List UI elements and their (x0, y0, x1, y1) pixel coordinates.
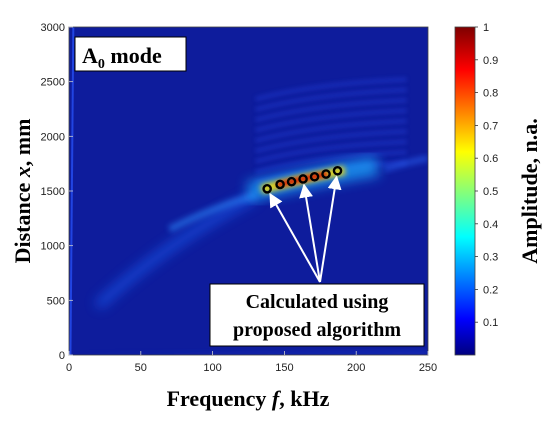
y-tick-label: 0 (59, 350, 65, 362)
data-point (298, 174, 308, 184)
colorbar-tick-label: 0.6 (483, 153, 498, 165)
heatmap-mid-ridge (167, 192, 257, 233)
annotation-arrows (269, 175, 342, 283)
y-tick-label: 2000 (41, 131, 65, 143)
data-point (262, 184, 272, 194)
colorbar-tick-label: 0.8 (483, 88, 498, 100)
data-point (309, 171, 320, 182)
data-point (332, 165, 343, 176)
mode-label-text: A0 mode (82, 43, 162, 72)
colorbar-tick-label: 1 (483, 22, 489, 34)
data-point (286, 176, 297, 187)
y-tick-label: 3000 (41, 22, 65, 34)
annotation-arrow (299, 183, 321, 283)
mode-label: A0 mode (74, 36, 187, 72)
colorbar: 0.1 0.2 0.3 0.4 0.5 0.6 0.7 0.8 0.9 1 Amplitude, … (454, 22, 542, 356)
heatmap-stripe (255, 139, 407, 164)
y-tick-label: 500 (47, 295, 65, 307)
heatmap-stripe (255, 118, 407, 144)
y-tick-label: 1500 (41, 186, 65, 198)
annotation-arrow (319, 175, 342, 283)
heatmap-texture (69, 27, 428, 355)
x-axis-label: Frequency f, kHz (167, 386, 330, 411)
heatmap-stripe (255, 76, 407, 102)
heatmap-right-ridge (384, 155, 428, 173)
data-point (275, 179, 285, 190)
colorbar-ticks: 0.1 0.2 0.3 0.4 0.5 0.6 0.7 0.8 0.9 1 (475, 22, 498, 329)
heatmap-base-band (69, 350, 428, 355)
colorbar-tick-label: 0.1 (483, 317, 498, 329)
x-tick-label: 200 (347, 362, 365, 374)
data-markers (262, 165, 343, 194)
colorbar-tick-label: 0.5 (483, 186, 498, 198)
x-tick-label: 50 (135, 362, 147, 374)
colorbar-tick-label: 0.7 (483, 120, 498, 132)
y-tick-label: 1000 (41, 241, 65, 253)
annotation-line-2: proposed algorithm (233, 319, 401, 341)
y-tick-label: 2500 (41, 77, 65, 89)
heatmap-stripe (255, 97, 407, 123)
data-point (321, 169, 331, 179)
annotation-line-1: Calculated using (246, 291, 389, 313)
mode-label-box (74, 36, 187, 72)
x-tick-label: 0 (66, 362, 72, 374)
colorbar-tick-label: 0.9 (483, 55, 498, 67)
heatmap-lower-ridge (94, 192, 258, 310)
y-axis-ticks: 0 500 1000 1500 2000 2500 3000 (41, 22, 73, 362)
colorbar-gradient (454, 26, 476, 356)
annotation-arrow (269, 192, 321, 283)
x-tick-label: 250 (419, 362, 437, 374)
colorbar-tick-label: 0.2 (483, 284, 498, 296)
heatmap-stripe (255, 87, 407, 112)
annotation: Calculated using proposed algorithm (209, 283, 425, 347)
colorbar-label: Amplitude, n.a. (517, 118, 542, 263)
x-axis-ticks: 0 50 100 150 200 250 (66, 351, 437, 374)
colorbar-tick-label: 0.4 (483, 219, 498, 231)
annotation-box (209, 283, 425, 347)
heatmap-stripe (255, 128, 407, 154)
x-tick-label: 100 (203, 362, 221, 374)
heatmap-stripe (255, 149, 407, 175)
y-axis-label: Distance x, mm (10, 119, 35, 264)
heatmap-stripe (255, 108, 407, 133)
colorbar-tick-label: 0.3 (483, 252, 498, 264)
x-tick-label: 150 (275, 362, 293, 374)
